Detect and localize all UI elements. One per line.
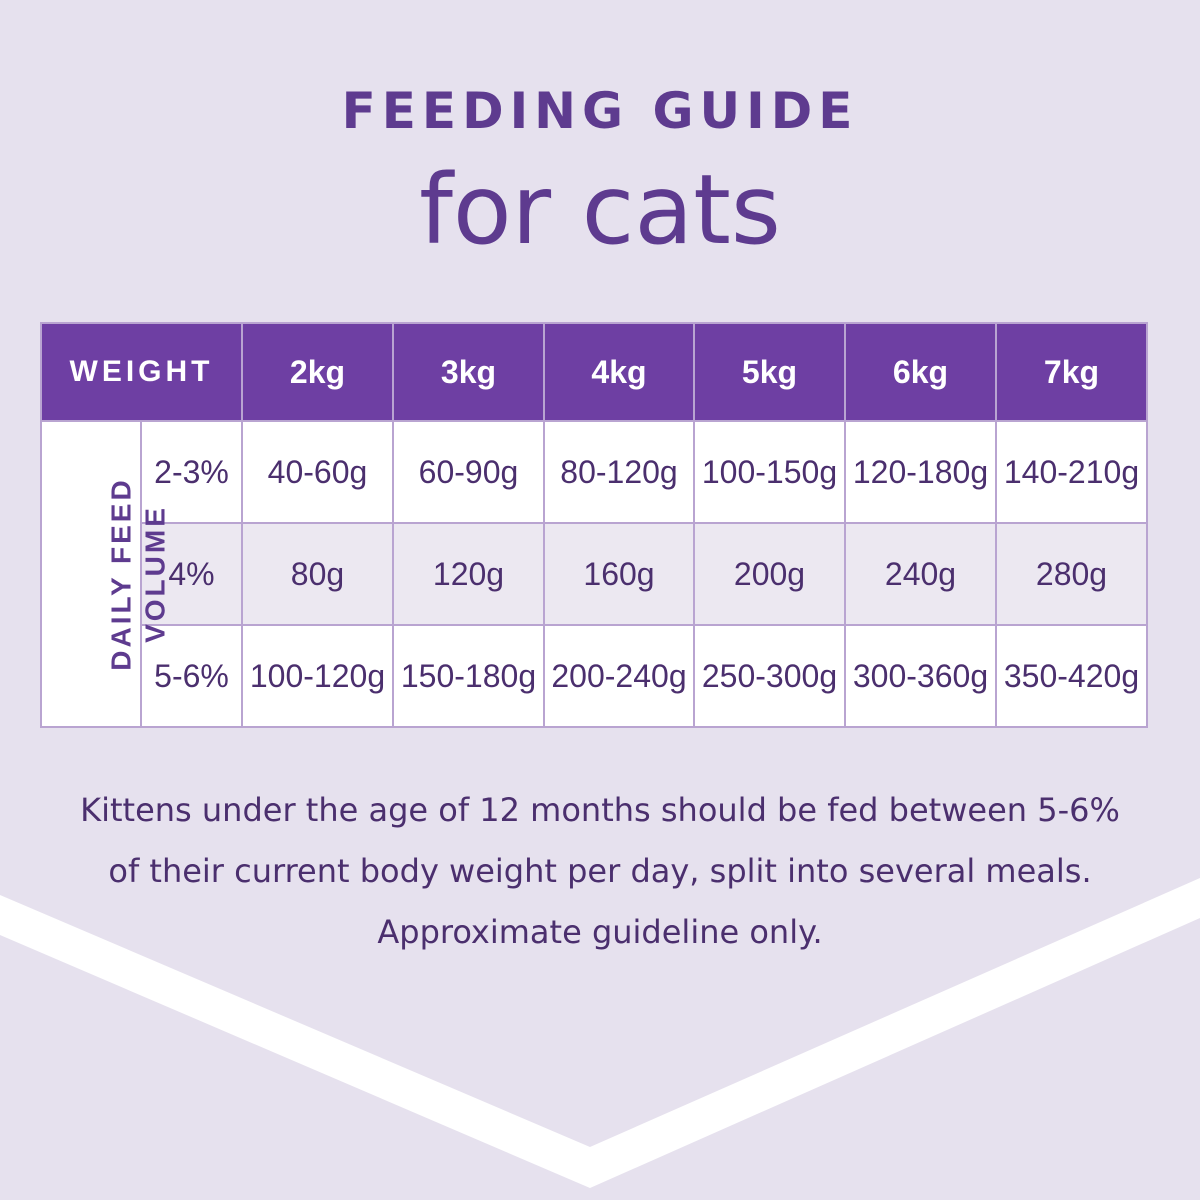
weight-column-header: 7kg — [995, 322, 1148, 422]
table-cell: 240g — [844, 522, 997, 626]
table-header-row: WEIGHT 2kg 3kg 4kg 5kg 6kg 7kg — [40, 322, 1148, 422]
weight-column-header: 5kg — [693, 322, 846, 422]
note-line: Kittens under the age of 12 months shoul… — [80, 791, 1120, 829]
table-cell: 350-420g — [995, 624, 1148, 728]
daily-feed-volume-label: DAILY FEED VOLUME — [40, 420, 171, 728]
table-cell: 140-210g — [995, 420, 1148, 524]
table-cell: 120-180g — [844, 420, 997, 524]
table-row: DAILY FEED VOLUME 2-3% 40-60g 60-90g 80-… — [40, 420, 1148, 728]
table-cell: 200g — [693, 522, 846, 626]
table-cell: 160g — [543, 522, 695, 626]
page-subtitle: for cats — [419, 154, 781, 266]
table-cell: 300-360g — [844, 624, 997, 728]
weight-column-header: 6kg — [844, 322, 997, 422]
page-title: FEEDING GUIDE — [341, 82, 859, 140]
percent-cell: 4% — [140, 522, 243, 626]
side-label-line: DAILY FEED — [105, 477, 137, 671]
feeding-table: WEIGHT 2kg 3kg 4kg 5kg 6kg 7kg DAILY FEE… — [40, 322, 1148, 728]
side-label-line: VOLUME — [139, 505, 171, 643]
percent-cell: 2-3% — [140, 420, 243, 524]
table-cell: 150-180g — [392, 624, 545, 728]
bottom-shape — [0, 918, 1200, 1200]
table-cell: 80g — [241, 522, 394, 626]
table-cell: 280g — [995, 522, 1148, 626]
table-cell: 60-90g — [392, 420, 545, 524]
table-cell: 200-240g — [543, 624, 695, 728]
table-cell: 100-150g — [693, 420, 846, 524]
weight-header: WEIGHT — [40, 322, 243, 422]
weight-column-header: 4kg — [543, 322, 695, 422]
percent-cell: 5-6% — [140, 624, 243, 728]
table-cell: 120g — [392, 522, 545, 626]
weight-column-header: 2kg — [241, 322, 394, 422]
table-row: 5-6% 100-120g 150-180g 200-240g 250-300g… — [41, 624, 1148, 728]
table-row: 4% 80g 120g 160g 200g 240g 280g — [41, 522, 1148, 626]
note-line: Approximate guideline only. — [377, 913, 823, 951]
note-line: of their current body weight per day, sp… — [108, 852, 1092, 890]
weight-column-header: 3kg — [392, 322, 545, 422]
table-cell: 250-300g — [693, 624, 846, 728]
table-cell: 100-120g — [241, 624, 394, 728]
table-cell: 40-60g — [241, 420, 394, 524]
table-cell: 80-120g — [543, 420, 695, 524]
guideline-note: Kittens under the age of 12 months shoul… — [0, 780, 1200, 963]
